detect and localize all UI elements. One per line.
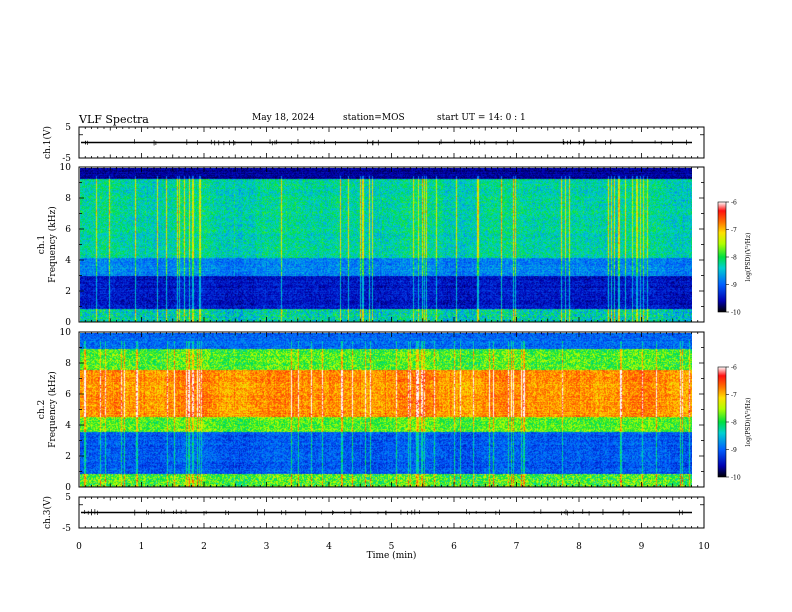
ch1-spectrogram-heatmap [80, 168, 692, 322]
colorbar-ch2-tick-label: -9 [731, 447, 737, 454]
ch2-spectrogram-panel: 0 2 4 6 8 10 ch.2 Frequency (kHz) [37, 328, 705, 493]
x-tick-label: 3 [264, 542, 270, 552]
ch1-spectrogram-ytick-label: 2 [65, 287, 71, 297]
x-tick-label: 9 [639, 542, 645, 552]
colorbar-ch2: -6 -7 -8 -9 -10 log(PSD)(V²/Hz) [717, 365, 752, 482]
ch2-spectrogram-ytick-label: 4 [65, 421, 71, 431]
ch2-spectrogram-ytick-label: 6 [65, 390, 71, 400]
ch1-waveform-ytick-label: 5 [65, 123, 71, 133]
ch1-spectrogram-ytick-label: 8 [65, 194, 71, 204]
x-tick-label: 5 [389, 542, 395, 552]
colorbar-ch1-tick-label: -10 [731, 310, 741, 317]
colorbar-ch2-tick-label: -6 [731, 365, 737, 372]
no-data-area [692, 167, 704, 322]
ch1-waveform-ytick-label: -5 [62, 154, 71, 164]
ch3-waveform-ytick-label: 5 [65, 493, 71, 503]
ch1-spectrogram-ytick-label: 4 [65, 256, 71, 266]
start-ut-label: start UT = 14: 0 : 1 [437, 113, 526, 123]
colorbar-ch2-tick-label: -10 [731, 475, 741, 482]
ch3-waveform-panel: 5 -5 ch.3(V) [42, 493, 705, 534]
x-tick-label: 4 [326, 542, 332, 552]
x-tick-label: 2 [201, 542, 207, 552]
colorbar-ch1-label: log(PSD)(V²/Hz) [745, 233, 752, 282]
ch3-waveform-ylabel: ch.3(V) [42, 496, 53, 529]
ch1-spectrogram-ytick-label: 6 [65, 225, 71, 235]
colorbar-ch1-tick-label: -9 [731, 282, 737, 289]
ch1-spectrogram-ylabel-channel: ch.1 [37, 235, 47, 254]
ch1-spectrogram-panel: 0 2 4 6 8 10 ch.1 Frequency (kHz) [37, 163, 705, 328]
plot-title: VLF Spectra [79, 113, 149, 126]
ch1-spectrogram-ytick-label: 10 [60, 163, 72, 173]
x-tick-label: 8 [576, 542, 582, 552]
x-tick-label: 1 [139, 542, 145, 552]
ch3-waveform-ytick-label: -5 [62, 524, 71, 534]
ch1-waveform-ylabel: ch.1(V) [42, 126, 53, 159]
colorbar-ch1-tick-label: -8 [731, 255, 737, 262]
colorbar-ch2-label: log(PSD)(V²/Hz) [745, 398, 752, 447]
colorbar-ch1: -6 -7 -8 -9 -10 log(PSD)(V²/Hz) [717, 200, 752, 317]
time-axis: 0 1 2 3 4 5 6 7 8 9 10 Time (min) [76, 542, 710, 561]
x-tick-label: 10 [698, 542, 710, 552]
station-label: station=MOS [343, 113, 405, 123]
ch2-spectrogram-ylabel-channel: ch.2 [37, 400, 47, 419]
ch2-spectrogram-heatmap [80, 333, 692, 487]
x-tick-label: 6 [451, 542, 457, 552]
ch1-spectrogram-ytick-label: 0 [65, 318, 71, 328]
ch2-spectrogram-ytick-label: 10 [60, 328, 72, 338]
ch1-spectrogram-ylabel: Frequency (kHz) [47, 206, 58, 283]
ch2-spectrogram-ytick-label: 8 [65, 359, 71, 369]
colorbar-ch1-tick-label: -6 [731, 200, 737, 207]
ch2-spectrogram-ytick-label: 0 [65, 483, 71, 493]
x-tick-label: 7 [514, 542, 520, 552]
ch2-spectrogram-ylabel: Frequency (kHz) [47, 371, 58, 448]
colorbar-ch1-tick-label: -7 [731, 227, 737, 234]
date-label: May 18, 2024 [252, 113, 315, 123]
colorbar-ch2-gradient [717, 366, 727, 478]
colorbar-ch2-tick-label: -8 [731, 420, 737, 427]
x-axis-label: Time (min) [367, 550, 417, 561]
colorbar-ch2-tick-label: -7 [731, 392, 737, 399]
ch1-waveform-panel: 5 -5 ch.1(V) [42, 123, 705, 164]
ch2-spectrogram-ytick-label: 2 [65, 452, 71, 462]
x-tick-label: 0 [76, 542, 82, 552]
colorbar-ch1-gradient [717, 201, 727, 313]
no-data-area [692, 332, 704, 487]
